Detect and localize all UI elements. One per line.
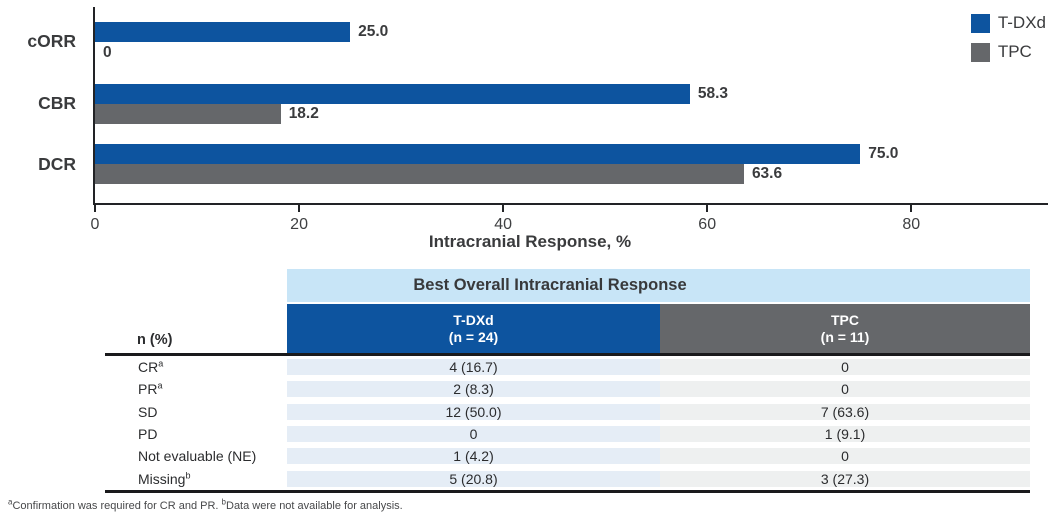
- column-header-label: TPC: [831, 311, 859, 328]
- legend-item-tpc: TPC: [970, 42, 1046, 62]
- table-row: PD 0 1 (9.1): [0, 423, 1030, 445]
- response-table: Best Overall Intracranial Response T-DXd…: [0, 269, 1030, 493]
- cell-tdxd: 12 (50.0): [287, 403, 660, 420]
- row-label: PRa: [138, 380, 163, 398]
- row-label: CRa: [138, 358, 164, 376]
- bar-value-label: 63.6: [751, 165, 783, 183]
- cell-tpc: 7 (63.6): [660, 403, 1030, 420]
- category-label-corr: cORR: [27, 31, 76, 51]
- table-row: SD 12 (50.0) 7 (63.6): [0, 401, 1030, 423]
- cell-tdxd: 4 (16.7): [287, 359, 660, 376]
- bar-tdxd-corr: [95, 22, 351, 42]
- x-tick-label: 60: [698, 216, 717, 233]
- bar-value-label: 58.3: [697, 85, 729, 103]
- footnote: aConfirmation was required for CR and PR…: [8, 497, 403, 512]
- tdxd-swatch: [970, 13, 990, 33]
- x-axis-title: Intracranial Response, %: [428, 232, 632, 251]
- column-header-sub: (n = 24): [448, 328, 499, 345]
- x-tick-label: 40: [494, 216, 513, 233]
- legend-label-tdxd: T-DXd: [997, 13, 1046, 32]
- row-label: PD: [138, 426, 158, 443]
- footnote-text-b: Data were not available for analysis.: [226, 500, 403, 512]
- column-header-tpc: TPC (n = 11): [660, 304, 1030, 353]
- column-header-sub: (n = 11): [820, 328, 870, 345]
- row-label: Not evaluable (NE): [138, 448, 257, 465]
- bar-value-label: 25.0: [358, 23, 389, 41]
- table-title-band: [287, 269, 1030, 302]
- bar-tdxd-cbr: [95, 84, 690, 104]
- plot-area: 25.0 0 58.3 18.2 75.0 63.6: [91, 7, 1048, 233]
- x-tick: 60: [698, 204, 716, 233]
- bar-tdxd-dcr: [95, 144, 861, 164]
- table-top-rule: [105, 353, 1030, 356]
- x-tick-label: 20: [290, 216, 308, 233]
- bar-row: 18.2: [95, 104, 1048, 124]
- category-label-cbr: CBR: [38, 93, 76, 113]
- footnote-sup-a: a: [8, 497, 13, 507]
- bar-row: 58.3: [95, 84, 1048, 104]
- cell-tpc: 0: [660, 359, 1030, 376]
- bar-row: 25.0: [95, 22, 1048, 42]
- cell-tpc: 0: [660, 448, 1030, 465]
- bar-value-label: 18.2: [288, 105, 319, 123]
- x-tick: 20: [290, 204, 308, 233]
- column-header-label: T-DXd: [453, 311, 494, 328]
- tpc-swatch: [970, 42, 990, 62]
- footnote-text-a: Confirmation was required for CR and PR.: [12, 500, 222, 512]
- cell-tdxd: 2 (8.3): [287, 381, 660, 398]
- bar-chart: T-DXd TPC cORR CBR DCR 25.0 0 58.3: [0, 0, 1052, 260]
- cell-tdxd: 1 (4.2): [287, 448, 660, 465]
- table-title: Best Overall Intracranial Response: [413, 276, 687, 294]
- bar-row: 0: [95, 44, 1048, 62]
- bar-tpc-cbr: [95, 104, 281, 124]
- row-label: Missingb: [138, 469, 191, 487]
- x-tick-label: 0: [90, 216, 100, 233]
- x-tick: 0: [91, 204, 99, 233]
- table-row: Missingb 5 (20.8) 3 (27.3): [0, 467, 1030, 489]
- bar-row: 63.6: [95, 164, 1048, 184]
- footnote-sup-b: b: [221, 497, 226, 507]
- category-label-dcr: DCR: [38, 154, 76, 174]
- bar-value-label: 0: [103, 44, 112, 62]
- column-header-tdxd: T-DXd (n = 24): [287, 304, 660, 353]
- legend-label-tpc: TPC: [997, 42, 1032, 61]
- row-label: SD: [138, 403, 158, 420]
- table-row: CRa 4 (16.7) 0: [0, 356, 1030, 378]
- cell-tpc: 3 (27.3): [660, 470, 1030, 487]
- cell-tdxd: 0: [287, 426, 660, 443]
- table-body: CRa 4 (16.7) 0 PRa 2 (8.3) 0 SD 12 (50.0…: [0, 356, 1030, 490]
- table-column-headers: T-DXd (n = 24) TPC (n = 11): [287, 304, 1030, 353]
- cell-tdxd: 5 (20.8): [287, 470, 660, 487]
- table-row: PRa 2 (8.3) 0: [0, 378, 1030, 400]
- bar-value-label: 75.0: [868, 145, 899, 163]
- chart-legend: T-DXd TPC: [970, 13, 1046, 62]
- row-header-n-pct: n (%): [137, 332, 173, 348]
- x-tick-label: 80: [902, 216, 921, 233]
- bar-row: 75.0: [95, 144, 1048, 164]
- cell-tpc: 0: [660, 381, 1030, 398]
- bar-tpc-dcr: [95, 164, 744, 184]
- x-tick: 80: [902, 204, 920, 233]
- x-tick: 40: [494, 204, 512, 233]
- table-bottom-rule: [105, 489, 1030, 493]
- table-row: Not evaluable (NE) 1 (4.2) 0: [0, 445, 1030, 467]
- cell-tpc: 1 (9.1): [660, 426, 1030, 443]
- legend-item-tdxd: T-DXd: [970, 13, 1046, 33]
